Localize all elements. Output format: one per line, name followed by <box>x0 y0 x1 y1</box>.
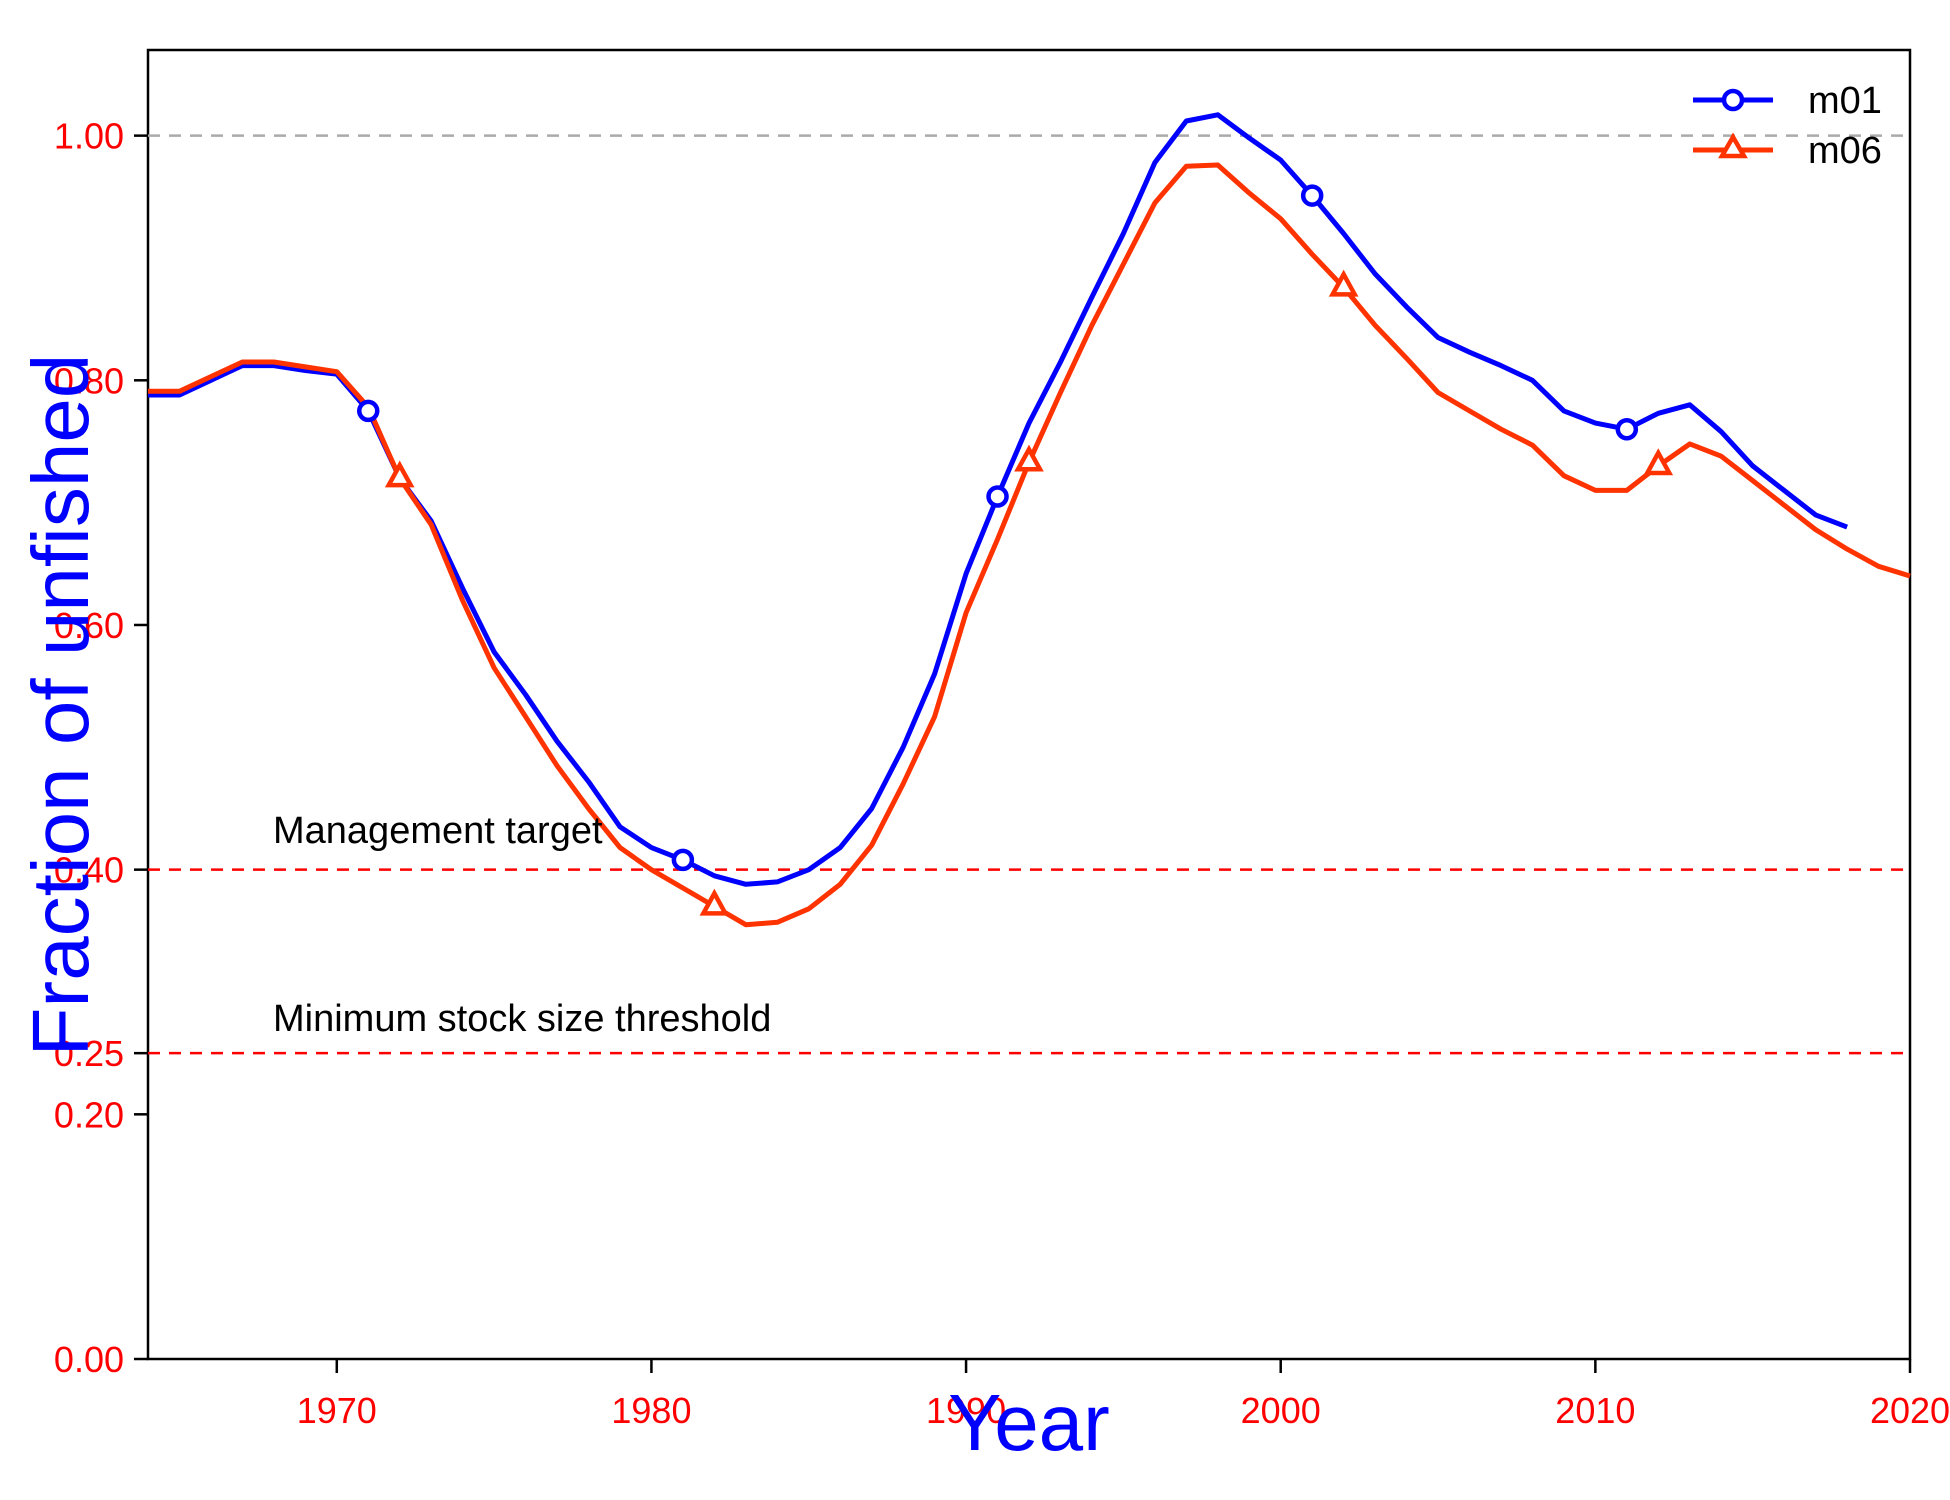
legend-label-m06: m06 <box>1808 130 1882 172</box>
marker-m01-1971 <box>357 399 380 423</box>
marker-m06-2002 <box>1328 269 1359 297</box>
legend-marker-m06 <box>1718 132 1748 159</box>
y-tick-label: 0.60 <box>54 605 124 646</box>
marker-m01-2001 <box>1300 184 1324 207</box>
x-tick-label: 2020 <box>1870 1390 1950 1431</box>
reference-lines <box>148 134 1910 1055</box>
marker-m06-2012 <box>1643 448 1674 476</box>
annotation-management-target: Management target <box>273 810 603 852</box>
x-tick-label: 1990 <box>926 1390 1006 1431</box>
series-markers <box>357 184 1674 916</box>
x-tick-label: 1970 <box>297 1390 377 1431</box>
y-axis-title: Fraction of unfished <box>16 354 105 1057</box>
y-tick-label: 0.80 <box>54 360 124 401</box>
legend-marker-m01 <box>1721 88 1745 112</box>
marker-m06-1992 <box>1014 444 1044 472</box>
legend: m01 m06 <box>1693 80 1882 172</box>
x-tick-label: 2010 <box>1555 1390 1635 1431</box>
marker-m06-1982 <box>699 888 730 916</box>
x-axis-title: Year <box>948 1378 1110 1467</box>
legend-label-m01: m01 <box>1808 80 1882 122</box>
y-axis-ticks: 0.00 0.20 0.25 0.40 0.60 0.80 1.00 <box>54 116 148 1380</box>
x-tick-label: 1980 <box>611 1390 691 1431</box>
y-tick-label: 0.20 <box>54 1094 124 1135</box>
x-tick-label: 2000 <box>1241 1390 1321 1431</box>
x-axis-ticks: 1970 1980 1990 2000 2010 2020 <box>297 1359 1950 1431</box>
y-tick-label: 0.00 <box>54 1339 124 1380</box>
y-tick-label: 0.25 <box>54 1033 124 1074</box>
plot-frame <box>146 48 1912 1361</box>
marker-m06-1972 <box>384 460 415 488</box>
y-tick-label: 1.00 <box>54 116 124 157</box>
marker-m01-2011 <box>1615 417 1639 441</box>
marker-m01-1991 <box>986 485 1009 508</box>
series-lines <box>148 112 1911 928</box>
marker-m01-1981 <box>671 848 695 872</box>
y-tick-label: 0.40 <box>54 850 124 891</box>
annotation-minimum-stock-size-threshold: Minimum stock size threshold <box>273 998 771 1040</box>
